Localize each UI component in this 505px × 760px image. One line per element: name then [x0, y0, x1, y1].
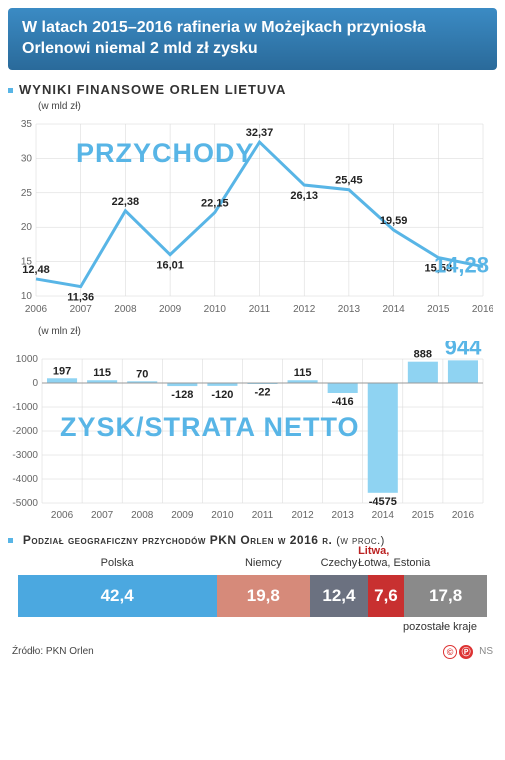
svg-text:2008: 2008 [114, 304, 137, 315]
copyright-icon: © [443, 645, 457, 659]
svg-text:-120: -120 [211, 388, 233, 400]
svg-text:10: 10 [21, 291, 33, 302]
svg-text:2012: 2012 [291, 510, 314, 521]
svg-text:22,38: 22,38 [112, 195, 140, 207]
svg-text:ZYSK/STRATA NETTO: ZYSK/STRATA NETTO [60, 411, 360, 441]
svg-text:PRZYCHODY: PRZYCHODY [76, 138, 255, 168]
svg-text:2014: 2014 [372, 510, 395, 521]
svg-text:14,28: 14,28 [434, 252, 489, 277]
svg-text:32,37: 32,37 [246, 127, 274, 139]
header-title: W latach 2015–2016 rafineria w Możejkach… [22, 18, 483, 60]
svg-text:12,48: 12,48 [22, 264, 50, 276]
svg-text:944: 944 [445, 341, 482, 359]
svg-text:2010: 2010 [204, 304, 227, 315]
footer: Źródło: PKN Orlen © Ⓟ NS [8, 645, 497, 659]
bar-chart: -5000 -4000 -3000 -2000 -1000 0 1000 2006 197 200… [8, 341, 497, 521]
svg-text:11,36: 11,36 [67, 291, 94, 303]
footer-badges: © Ⓟ NS [443, 645, 493, 659]
segment-label: Polska [101, 557, 134, 569]
header-box: W latach 2015–2016 rafineria w Możejkach… [8, 8, 497, 70]
svg-text:2013: 2013 [338, 304, 361, 315]
svg-text:2011: 2011 [249, 304, 271, 315]
svg-text:2013: 2013 [332, 510, 355, 521]
svg-text:-4000: -4000 [12, 474, 38, 485]
svg-text:35: 35 [21, 119, 33, 130]
section2-unit: (w mln zł) [38, 326, 497, 337]
svg-text:22,15: 22,15 [201, 197, 229, 209]
svg-text:115: 115 [93, 367, 111, 379]
source-text: Źródło: PKN Orlen [12, 646, 94, 657]
svg-text:197: 197 [53, 365, 71, 377]
svg-text:-2000: -2000 [12, 426, 38, 437]
svg-text:115: 115 [294, 367, 312, 379]
svg-text:0: 0 [32, 378, 38, 389]
svg-text:2009: 2009 [159, 304, 182, 315]
bottom-segment-label: pozostałe kraje [8, 621, 497, 633]
section1-title: Wyniki finansowe Orlen Lietuva [8, 82, 497, 97]
svg-text:2015: 2015 [412, 510, 435, 521]
stacked-segment: 7,6Litwa,Łotwa, Estonia [368, 575, 404, 617]
stacked-segment: 17,8 [404, 575, 488, 617]
footer-initials: NS [479, 646, 493, 657]
stacked-bar-chart: 42,4Polska19,8Niemcy12,4Czechy7,6Litwa,Ł… [8, 575, 497, 633]
section3-title-text: Podział geograficzny przychodów PKN Orle… [23, 533, 333, 547]
svg-text:-3000: -3000 [12, 450, 38, 461]
svg-text:2014: 2014 [382, 304, 405, 315]
stacked-segment: 12,4Czechy [310, 575, 368, 617]
segment-label: Niemcy [245, 557, 282, 569]
svg-text:2012: 2012 [293, 304, 316, 315]
infographic-container: W latach 2015–2016 rafineria w Możejkach… [0, 0, 505, 760]
svg-text:2007: 2007 [70, 304, 93, 315]
svg-text:30: 30 [21, 153, 33, 164]
svg-text:26,13: 26,13 [290, 190, 318, 202]
svg-text:2006: 2006 [25, 304, 48, 315]
svg-text:19,59: 19,59 [380, 215, 408, 227]
svg-text:-128: -128 [171, 389, 193, 401]
svg-text:2016: 2016 [452, 510, 475, 521]
segment-label: Czechy [321, 557, 358, 569]
stacked-segment: 19,8Niemcy [217, 575, 310, 617]
line-chart: 1015202530352006200720082009201020112012… [8, 116, 497, 316]
svg-text:-4575: -4575 [369, 495, 397, 507]
svg-text:-5000: -5000 [12, 498, 38, 509]
svg-text:-1000: -1000 [12, 402, 38, 413]
stacked-segment: 42,4Polska [18, 575, 217, 617]
svg-text:2006: 2006 [51, 510, 74, 521]
svg-text:70: 70 [136, 368, 148, 380]
svg-text:2008: 2008 [131, 510, 154, 521]
segment-label: Litwa,Łotwa, Estonia [358, 545, 430, 569]
svg-text:2010: 2010 [211, 510, 234, 521]
svg-text:20: 20 [21, 222, 33, 233]
svg-text:16,01: 16,01 [156, 259, 184, 271]
svg-text:2015: 2015 [427, 304, 450, 315]
svg-text:25,45: 25,45 [335, 174, 363, 186]
p-icon: Ⓟ [459, 645, 473, 659]
svg-text:888: 888 [414, 348, 432, 360]
section1-unit: (w mld zł) [38, 101, 497, 112]
svg-text:2011: 2011 [252, 510, 274, 521]
svg-text:2016: 2016 [472, 304, 493, 315]
svg-text:2007: 2007 [91, 510, 114, 521]
svg-text:-416: -416 [332, 396, 354, 408]
svg-text:2009: 2009 [171, 510, 194, 521]
svg-text:1000: 1000 [16, 354, 39, 365]
svg-text:25: 25 [21, 187, 33, 198]
svg-text:-22: -22 [255, 386, 271, 398]
